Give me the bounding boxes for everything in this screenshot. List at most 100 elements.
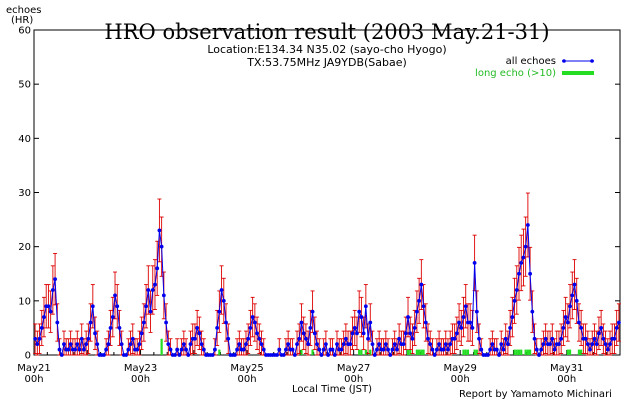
point-129	[319, 353, 324, 357]
point-48	[139, 331, 144, 336]
point-258	[605, 347, 610, 352]
point-33	[106, 342, 111, 347]
point-135	[332, 353, 337, 357]
y-axis: 0 10 20 30 40 50 60	[18, 26, 620, 362]
point-84	[219, 288, 224, 292]
point-41	[124, 353, 129, 357]
point-59	[164, 320, 168, 325]
point-57	[159, 244, 164, 249]
point-161	[390, 347, 395, 352]
long-bar-125	[311, 349, 314, 355]
point-27	[93, 331, 97, 336]
long-bar-219	[520, 349, 523, 355]
y-tick-label-6: 60	[18, 26, 31, 37]
point-198	[472, 261, 477, 265]
point-201	[479, 347, 484, 352]
x-tick-label-2: May25	[230, 363, 263, 374]
x-tick-sublabel-5: 00h	[557, 374, 576, 385]
point-37	[115, 304, 120, 309]
point-237	[559, 336, 564, 341]
point-254	[597, 331, 601, 336]
point-171	[412, 326, 417, 330]
point-227	[537, 353, 541, 357]
point-43	[128, 342, 133, 347]
y-tick-label-5: 50	[18, 80, 31, 91]
point-47	[137, 342, 142, 347]
x-tick-sublabel-2: 00h	[238, 374, 257, 385]
x-tick-sublabel-0: 00h	[24, 374, 43, 385]
long-bar-57	[160, 338, 163, 355]
long-bar-149	[364, 349, 367, 355]
point-209	[497, 353, 501, 357]
point-0	[33, 336, 38, 341]
point-68	[184, 347, 188, 352]
point-23	[84, 342, 89, 347]
long-bar-221	[524, 349, 527, 355]
x-tick-label-5: May31	[550, 363, 583, 374]
point-76	[201, 347, 206, 352]
point-241	[568, 304, 572, 309]
point-69	[186, 353, 191, 357]
point-95	[244, 342, 248, 347]
point-124	[308, 326, 313, 330]
point-200	[477, 336, 481, 341]
long-bar-240	[566, 349, 569, 355]
point-132	[326, 353, 331, 357]
point-97	[248, 326, 253, 330]
point-72	[193, 336, 197, 341]
point-150	[366, 336, 370, 341]
point-81	[213, 347, 217, 352]
point-184	[441, 347, 446, 352]
all-echoes-line	[34, 224, 620, 357]
point-9	[53, 277, 57, 282]
point-128	[317, 347, 322, 352]
point-53	[150, 288, 155, 292]
point-66	[179, 347, 184, 352]
point-160	[388, 353, 393, 357]
point-155	[377, 342, 382, 347]
point-119	[297, 336, 302, 341]
legend-swatch-long	[562, 71, 594, 75]
point-21	[79, 336, 84, 341]
point-170	[410, 336, 415, 341]
point-73	[195, 326, 200, 330]
point-113	[284, 347, 288, 352]
point-31	[102, 353, 106, 357]
point-67	[181, 342, 186, 347]
long-bar-147	[360, 349, 363, 355]
point-52	[148, 309, 153, 314]
point-63	[173, 353, 177, 357]
point-6	[46, 304, 51, 309]
long-bar-83	[218, 349, 221, 355]
point-143	[350, 331, 355, 336]
point-167	[403, 331, 408, 336]
point-191	[457, 320, 461, 325]
point-214	[508, 326, 513, 330]
point-240	[565, 320, 570, 325]
long-bar-193	[462, 349, 465, 355]
long-bar-174	[420, 349, 423, 355]
x-tick-label-1: May23	[124, 363, 157, 374]
point-19	[75, 342, 80, 347]
point-256	[601, 336, 606, 341]
long-bar-172	[415, 349, 418, 355]
legend-label-all: all echoes	[506, 56, 556, 67]
point-101	[257, 336, 262, 341]
point-152	[370, 342, 375, 347]
point-229	[541, 342, 546, 347]
point-215	[510, 315, 515, 319]
long-bar-195	[466, 349, 470, 355]
point-121	[301, 331, 306, 336]
point-35	[110, 315, 115, 319]
x-tick-label-0: May21	[17, 363, 50, 374]
point-248	[583, 336, 588, 341]
point-103	[261, 347, 266, 352]
long-bar-146	[358, 349, 361, 355]
point-213	[506, 342, 510, 347]
point-70	[188, 342, 193, 347]
point-243	[572, 282, 577, 287]
point-94	[241, 347, 246, 352]
point-122	[304, 336, 308, 341]
point-130	[321, 347, 326, 352]
point-10	[55, 320, 60, 325]
